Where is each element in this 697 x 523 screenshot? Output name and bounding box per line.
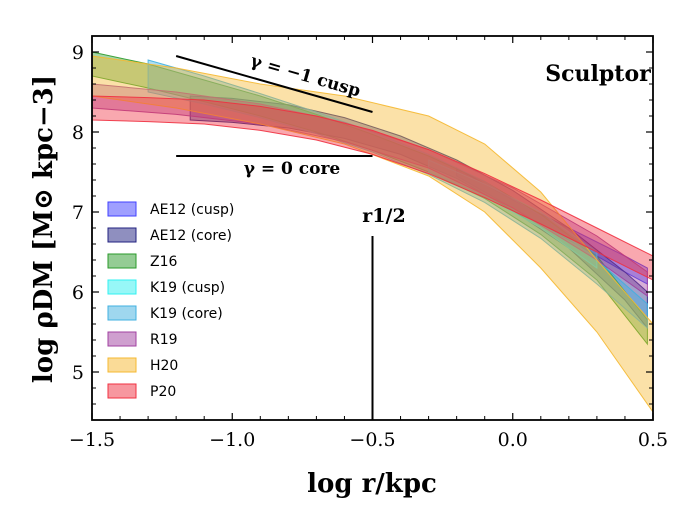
y-tick-label: 8 [72, 122, 84, 144]
chart-title: Sculptor [545, 61, 651, 87]
legend-swatch-r19 [107, 331, 137, 347]
legend: AE12 (cusp) AE12 (core) Z16 K19 (cusp) K19 (… [107, 201, 234, 400]
legend-label-h20: H20 [150, 358, 178, 374]
legend-label-ae12-core: AE12 (core) [150, 228, 232, 244]
core-annotation: γ = 0 core [244, 159, 341, 179]
legend-label-p20: P20 [150, 384, 176, 400]
y-tick-label: 6 [72, 282, 84, 304]
legend-label-k19-cusp: K19 (cusp) [150, 280, 225, 296]
y-tick-label: 5 [72, 362, 84, 384]
x-tick-label: 0.5 [638, 429, 668, 451]
y-axis-label: log ρDM [M⊙ kpc−3] [29, 75, 59, 383]
y-tick-label: 7 [72, 202, 84, 224]
x-tick-label: −1.5 [69, 429, 115, 451]
legend-swatch-z16 [107, 253, 137, 269]
x-axis-label: log r/kpc [307, 469, 437, 499]
x-tick-label: −1.0 [209, 429, 255, 451]
x-tick-label: −0.5 [349, 429, 395, 451]
legend-label-z16: Z16 [150, 254, 177, 270]
legend-label-r19: R19 [150, 332, 178, 348]
legend-label-ae12-cusp: AE12 (cusp) [150, 202, 234, 218]
legend-swatch-h20 [107, 357, 137, 373]
legend-swatch-ae12-cusp [107, 201, 137, 217]
series-bands [91, 51, 654, 414]
axis-ticks: −1.5 −1.0 −0.5 0.0 0.5 5 6 7 8 9 [69, 35, 668, 451]
band-k19-core [147, 59, 648, 330]
band-z16 [91, 51, 648, 346]
rhalf-annotation: r1/2 [362, 205, 405, 227]
x-tick-label: 0.0 [498, 429, 528, 451]
annotation-lines [175, 55, 374, 420]
legend-label-k19-core: K19 (core) [150, 306, 223, 322]
y-tick-label: 9 [72, 42, 84, 64]
legend-swatch-k19-core [107, 305, 137, 321]
legend-swatch-k19-cusp [107, 279, 137, 295]
cusp-line [175, 55, 373, 113]
legend-swatch-ae12-core [107, 227, 137, 243]
legend-swatch-p20 [107, 383, 137, 399]
